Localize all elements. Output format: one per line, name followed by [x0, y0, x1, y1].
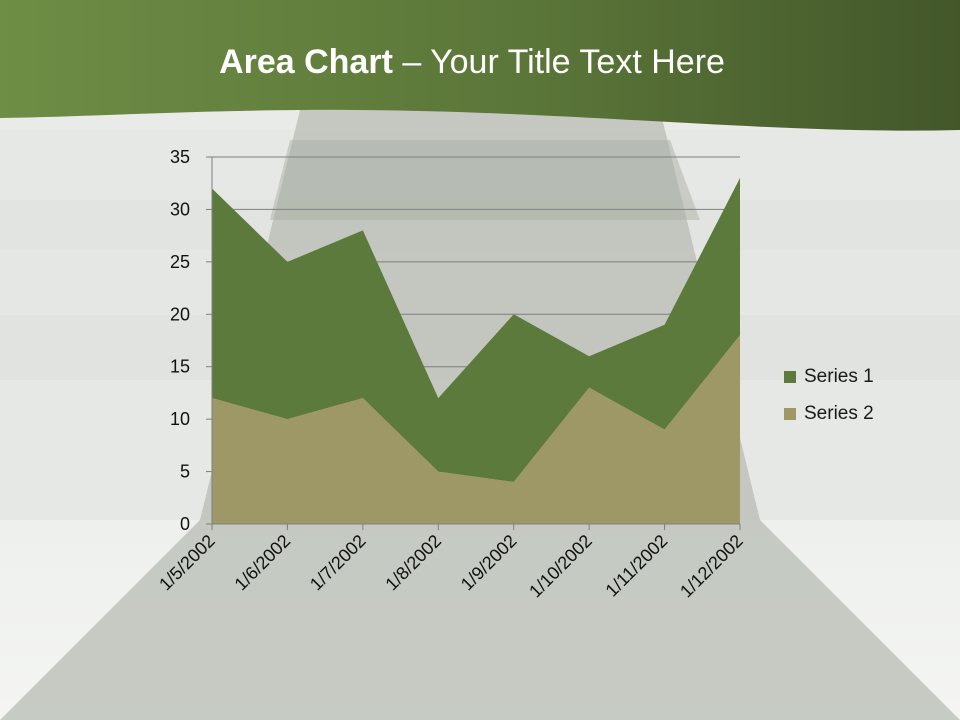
legend-item-series-1: Series 1 — [784, 358, 874, 395]
title-bold: Area Chart — [219, 43, 393, 81]
legend-label-series-1: Series 1 — [804, 365, 874, 387]
y-tick-label: 30 — [170, 199, 190, 219]
legend-swatch-series-2 — [784, 407, 796, 420]
area-series-1 — [212, 177, 740, 483]
x-tick-label: 1/11/2002 — [602, 531, 672, 601]
x-tick-label: 1/12/2002 — [676, 531, 747, 602]
y-tick-label: 20 — [170, 304, 190, 324]
x-tick-label: 1/7/2002 — [306, 531, 370, 595]
y-tick-label: 10 — [170, 409, 190, 429]
axes — [206, 156, 741, 530]
slide-title: Area Chart – Your Title Text Here — [0, 40, 944, 84]
title-rest: – Your Title Text Here — [392, 43, 725, 81]
y-tick-label: 25 — [170, 252, 190, 272]
legend-swatch-series-1 — [784, 370, 796, 383]
area-series-2 — [212, 335, 740, 524]
x-tick-label: 1/5/2002 — [155, 531, 219, 595]
y-tick-label: 35 — [170, 147, 190, 167]
plot-areas — [212, 177, 740, 524]
legend-label-series-2: Series 2 — [804, 402, 874, 424]
x-tick-label: 1/6/2002 — [231, 531, 295, 595]
y-tick-label: 5 — [180, 462, 190, 482]
y-tick-label: 15 — [170, 357, 190, 377]
x-tick-label: 1/8/2002 — [381, 531, 445, 595]
x-tick-label: 1/10/2002 — [525, 531, 596, 602]
legend: Series 1 Series 2 — [784, 358, 874, 432]
legend-item-series-2: Series 2 — [784, 395, 874, 432]
x-tick-label: 1/9/2002 — [457, 531, 521, 595]
y-tick-label: 0 — [180, 514, 190, 534]
